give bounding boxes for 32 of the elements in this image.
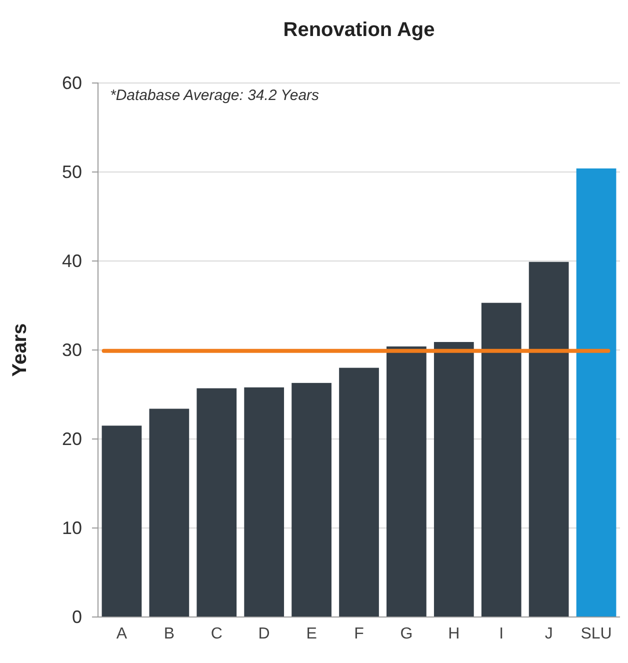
x-tick-label: B: [164, 625, 175, 642]
x-tick-label: D: [258, 625, 270, 642]
bar: [149, 408, 190, 617]
x-tick-label: C: [210, 625, 222, 642]
bar: [292, 382, 332, 617]
bar: [339, 368, 379, 617]
bar: [196, 388, 237, 617]
x-tick-label: F: [354, 625, 364, 642]
chart-title: Renovation Age: [283, 19, 435, 41]
x-tick-label: J: [544, 625, 553, 642]
x-tick-label: G: [400, 625, 413, 642]
x-tick-label: I: [499, 625, 504, 642]
x-tick-label: H: [448, 625, 460, 642]
y-tick-label: 50: [62, 162, 82, 182]
x-tick-label: SLU: [580, 625, 612, 642]
y-tick-label: 30: [62, 340, 82, 360]
bar: [434, 342, 474, 617]
y-tick-label: 60: [62, 72, 82, 93]
bar: [386, 346, 426, 617]
y-axis-title: Years: [9, 323, 31, 377]
bar: [576, 168, 616, 617]
x-tick-label: A: [116, 625, 128, 642]
bar: [102, 426, 142, 617]
y-tick-label: 20: [62, 428, 82, 449]
bar: [528, 262, 569, 617]
annotation: *Database Average: 34.2 Years: [110, 87, 320, 104]
bar: [244, 387, 284, 617]
y-tick-label: 10: [62, 518, 82, 538]
x-tick-label: E: [306, 625, 317, 642]
y-tick-label: 0: [72, 606, 82, 627]
y-tick-label: 40: [62, 250, 82, 271]
bar: [481, 302, 522, 617]
